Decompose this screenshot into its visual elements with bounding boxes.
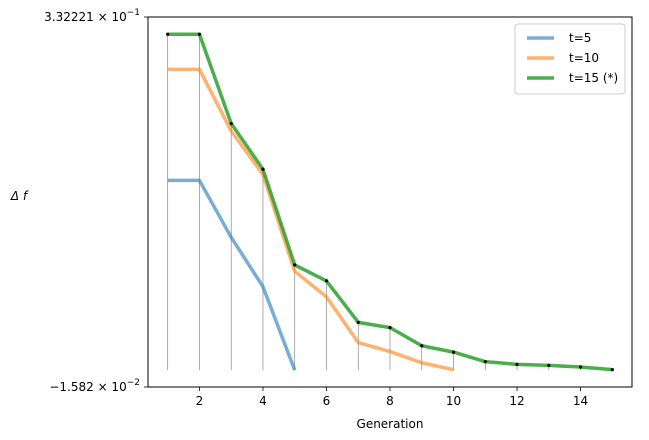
series-line-t-5 bbox=[167, 178, 297, 371]
data-point-marker bbox=[610, 368, 614, 372]
point-markers bbox=[166, 32, 614, 372]
x-tick-label: 2 bbox=[196, 394, 204, 408]
legend: t=5 t=10 t=15 (*) bbox=[514, 23, 626, 95]
data-point-marker bbox=[261, 167, 265, 171]
y-axis-label: Δ f bbox=[10, 189, 29, 203]
data-point-marker bbox=[197, 32, 202, 36]
data-point-marker bbox=[293, 263, 297, 267]
x-axis-label: Generation bbox=[357, 417, 424, 431]
data-point-marker bbox=[356, 320, 360, 324]
data-point-marker bbox=[420, 344, 424, 348]
x-tick-label: 4 bbox=[259, 394, 267, 408]
y-tick-label: 3.32221 × 10−1 bbox=[44, 8, 140, 24]
data-point-marker bbox=[324, 279, 329, 283]
legend-label-t-10: t=10 bbox=[569, 51, 599, 65]
x-tick-label: 10 bbox=[446, 394, 461, 408]
legend-label-t-15: t=15 (*) bbox=[569, 71, 618, 85]
y-axis-ticks: 3.32221 × 10−1 −1.582 × 10−2 bbox=[44, 8, 148, 394]
y-tick-label: −1.582 × 10−2 bbox=[49, 378, 140, 394]
data-point-marker bbox=[515, 362, 519, 366]
stem-lines bbox=[167, 34, 613, 371]
data-point-marker bbox=[451, 350, 456, 354]
x-tick-label: 12 bbox=[509, 394, 524, 408]
x-tick-label: 6 bbox=[323, 394, 331, 408]
data-point-marker bbox=[229, 121, 233, 126]
data-point-marker bbox=[547, 363, 551, 367]
x-axis-ticks: 2 4 6 8 10 12 14 bbox=[196, 387, 588, 408]
series-line-t-10 bbox=[167, 67, 454, 372]
x-tick-label: 14 bbox=[573, 394, 588, 408]
data-point-marker bbox=[388, 326, 392, 330]
data-point-marker bbox=[483, 360, 487, 364]
data-point-marker bbox=[578, 365, 583, 369]
data-point-marker bbox=[166, 32, 170, 36]
x-tick-label: 8 bbox=[386, 394, 394, 408]
legend-label-t-5: t=5 bbox=[569, 31, 591, 45]
